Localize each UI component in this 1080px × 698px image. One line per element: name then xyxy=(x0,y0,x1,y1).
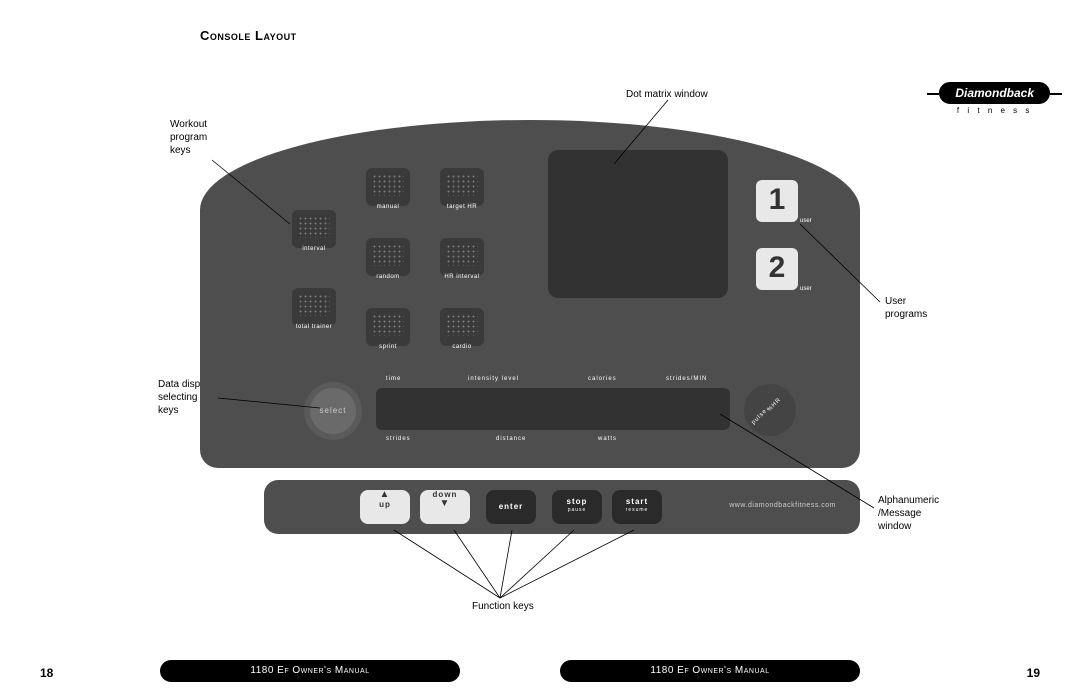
key-target-hr[interactable] xyxy=(440,168,484,206)
page-number-left: 18 xyxy=(40,666,53,680)
key-manual-label: manual xyxy=(366,204,410,210)
key-total-label: total trainer xyxy=(292,324,336,330)
down-arrow-icon: ▼ xyxy=(420,499,470,509)
stop-label: stop xyxy=(552,497,602,506)
key-interval-label: interval xyxy=(292,246,336,252)
label-watts: watts xyxy=(598,436,617,442)
user-key-1-sub: user xyxy=(800,218,820,224)
message-window xyxy=(376,388,730,430)
key-sprint[interactable] xyxy=(366,308,410,346)
callout-workout: Workout program keys xyxy=(170,118,207,157)
label-strides: strides xyxy=(386,436,411,442)
enter-button[interactable]: enter xyxy=(486,490,536,524)
website-url: www.diamondbackfitness.com xyxy=(729,502,836,509)
up-button[interactable]: ▲ up xyxy=(360,490,410,524)
brand-logo: Diamondback f i t n e s s xyxy=(939,82,1050,115)
key-manual[interactable] xyxy=(366,168,410,206)
user-key-2[interactable]: 2 xyxy=(756,248,798,290)
callout-fn: Function keys xyxy=(472,600,534,613)
up-label: up xyxy=(379,500,391,509)
key-total-trainer[interactable] xyxy=(292,288,336,326)
down-button[interactable]: down ▼ xyxy=(420,490,470,524)
function-bar: ▲ up down ▼ enter stop pause start resum… xyxy=(264,480,860,534)
footer-right: 1180 Ef Owner's Manual xyxy=(560,660,860,682)
label-time: time xyxy=(386,376,401,382)
dot-matrix-window xyxy=(548,150,728,298)
key-interval[interactable] xyxy=(292,210,336,248)
up-arrow-icon: ▲ xyxy=(360,490,410,500)
select-button[interactable]: select xyxy=(310,388,356,434)
console-panel: interval total trainer manual random spr… xyxy=(200,120,860,468)
page-title: Console Layout xyxy=(200,28,297,43)
stop-sub: pause xyxy=(552,507,602,513)
stop-button[interactable]: stop pause xyxy=(552,490,602,524)
user-key-2-sub: user xyxy=(800,286,820,292)
key-cardio[interactable] xyxy=(440,308,484,346)
label-calories: calories xyxy=(588,376,617,382)
key-random-label: random xyxy=(366,274,410,280)
brand-name: Diamondback xyxy=(939,82,1050,104)
label-distance: distance xyxy=(496,436,526,442)
callout-user: User programs xyxy=(885,295,927,321)
footer-left: 1180 Ef Owner's Manual xyxy=(160,660,460,682)
key-sprint-label: sprint xyxy=(366,344,410,350)
key-target-label: target HR xyxy=(440,204,484,210)
callout-dotmatrix: Dot matrix window xyxy=(626,88,708,101)
callout-alpha: Alphanumeric /Message window xyxy=(878,494,939,533)
label-strides-min: strides/MIN xyxy=(666,376,707,382)
start-label: start xyxy=(612,497,662,506)
key-hrint-label: HR interval xyxy=(440,274,484,280)
key-cardio-label: cardio xyxy=(440,344,484,350)
user-key-1[interactable]: 1 xyxy=(756,180,798,222)
page-number-right: 19 xyxy=(1027,666,1040,680)
key-hr-interval[interactable] xyxy=(440,238,484,276)
key-random[interactable] xyxy=(366,238,410,276)
brand-sub: f i t n e s s xyxy=(939,106,1050,115)
start-button[interactable]: start resume xyxy=(612,490,662,524)
start-sub: resume xyxy=(612,507,662,513)
label-intensity: intensity level xyxy=(468,376,519,382)
